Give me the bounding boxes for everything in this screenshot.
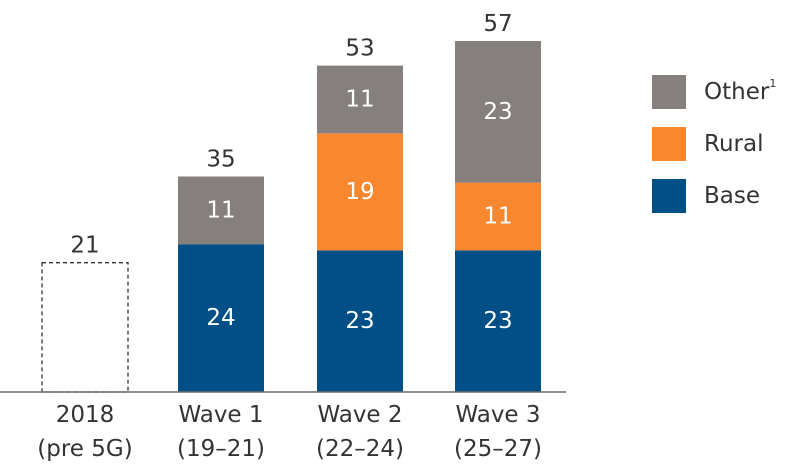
bar-segment-base: [455, 250, 541, 392]
category-labels-group: 2018 (pre 5G) Wave 1 (19–21) Wave 2 (22–24) Wa…: [37, 402, 542, 462]
legend-label-base: Base: [704, 183, 760, 209]
legend-swatch-other: [652, 75, 686, 109]
segment-value-label: 23: [483, 99, 512, 125]
bar-segment-base: [178, 244, 264, 392]
segment-value-label: 11: [483, 204, 512, 230]
segment-value-label: 11: [206, 197, 235, 223]
category-label-line1: Wave 3: [455, 402, 540, 428]
bar-total-label: 21: [70, 233, 99, 259]
bar-segment-other: [455, 41, 541, 183]
category-label-line2: (19–21): [177, 436, 265, 462]
legend-swatch-base: [652, 179, 686, 213]
segment-value-label: 11: [345, 87, 374, 113]
bars-group: 24 11 23 19 11 23 11 23: [41, 41, 541, 393]
baseline-bar-2018: [41, 262, 129, 393]
category-label-line2: (22–24): [316, 436, 404, 462]
legend-label-text: Base: [704, 183, 760, 209]
bar-total-label: 35: [206, 146, 235, 172]
legend-label-text: Other: [704, 79, 770, 105]
category-label-line1: Wave 2: [317, 402, 402, 428]
bar-segment-rural: [317, 133, 403, 251]
segment-value-label: 24: [206, 305, 235, 331]
bar-total-label: 57: [483, 11, 512, 37]
bar-segment-base: [317, 250, 403, 392]
bar-segment-other: [317, 65, 403, 134]
bar-total-label: 53: [345, 36, 374, 62]
totals-group: 21 35 53 57: [70, 11, 512, 259]
legend-label-rural: Rural: [704, 131, 763, 157]
bar-segment-rural: [455, 182, 541, 251]
legend-label-other: Other1: [704, 77, 776, 106]
category-label-line1: Wave 1: [178, 402, 263, 428]
legend-footnote-marker: 1: [769, 77, 776, 90]
category-label-line2: (25–27): [454, 436, 542, 462]
segment-value-label: 19: [345, 179, 374, 205]
category-label-line1: 2018: [56, 402, 115, 428]
legend: Other1 Rural Base: [652, 75, 776, 213]
legend-label-text: Rural: [704, 131, 763, 157]
category-label-line2: (pre 5G): [37, 436, 132, 462]
segment-value-label: 23: [483, 308, 512, 334]
bar-segment-other: [178, 176, 264, 245]
segment-value-label: 23: [345, 308, 374, 334]
legend-swatch-rural: [652, 127, 686, 161]
